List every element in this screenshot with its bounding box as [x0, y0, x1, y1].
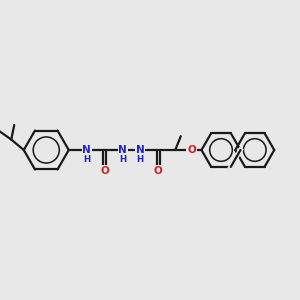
Text: O: O	[154, 166, 163, 176]
Text: N: N	[136, 145, 145, 155]
Text: N: N	[82, 145, 91, 155]
Text: O: O	[187, 145, 196, 155]
Text: N: N	[118, 145, 127, 155]
Text: H: H	[119, 154, 126, 164]
Text: H: H	[137, 154, 144, 164]
Text: H: H	[83, 154, 90, 164]
Text: O: O	[100, 166, 109, 176]
